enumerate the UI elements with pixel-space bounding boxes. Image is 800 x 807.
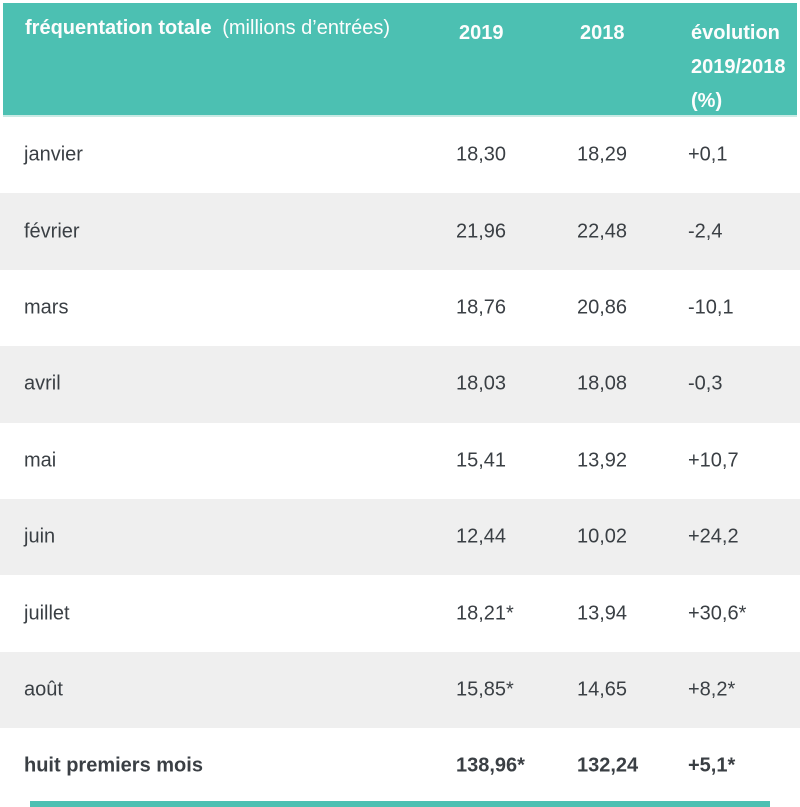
month-label: avril (24, 372, 61, 395)
month-label: juillet (24, 602, 70, 625)
month-label: février (24, 220, 80, 243)
value-evolution: +24,2 (688, 525, 739, 548)
table-row: mai 15,41 13,92 +10,7 (0, 422, 800, 499)
month-label: août (24, 678, 63, 701)
value-evolution: +0,1 (688, 143, 728, 166)
value-evolution: -10,1 (688, 296, 734, 319)
value-evolution: -0,3 (688, 372, 723, 395)
table-body: janvier 18,30 18,29 +0,1 février 21,96 2… (0, 117, 800, 805)
value-2019: 18,30 (456, 143, 507, 166)
table-row: mars 18,76 20,86 -10,1 (0, 269, 800, 347)
value-2019: 18,21* (456, 602, 514, 625)
table-title: fréquentation totale (millions d’entrées… (25, 16, 390, 40)
value-2019: 15,41 (456, 449, 507, 472)
value-2019: 18,76 (456, 296, 507, 319)
value-2018: 20,86 (577, 296, 628, 319)
value-2019: 12,44 (456, 525, 507, 548)
header-col-evolution-line1: évolution (691, 22, 780, 44)
value-2019: 138,96* (456, 754, 525, 777)
table-row: avril 18,03 18,08 -0,3 (0, 346, 800, 423)
value-2018: 13,92 (577, 449, 628, 472)
value-2019: 21,96 (456, 220, 507, 243)
value-evolution: +5,1* (688, 754, 736, 777)
table-row-total: huit premiers mois 138,96* 132,24 +5,1* (0, 728, 800, 805)
table-row: janvier 18,30 18,29 +0,1 (0, 117, 800, 194)
value-2018: 18,29 (577, 143, 628, 166)
month-label: mai (24, 449, 57, 472)
month-label: janvier (24, 143, 83, 166)
next-table-header-edge (30, 801, 770, 807)
value-2018: 10,02 (577, 525, 628, 548)
header-col-2019: 2019 (459, 22, 504, 44)
table-row: juillet 18,21* 13,94 +30,6* (0, 575, 800, 652)
table-header: fréquentation totale (millions d’entrées… (3, 3, 797, 117)
header-col-evolution-line3: (%) (691, 90, 723, 112)
value-2018: 132,24 (577, 754, 639, 777)
table-row: août 15,85* 14,65 +8,2* (0, 651, 800, 729)
header-col-evolution: évolution 2019/2018 (%) (691, 16, 786, 118)
table-row: juin 12,44 10,02 +24,2 (0, 498, 800, 576)
value-2019: 15,85* (456, 678, 514, 701)
value-2018: 18,08 (577, 372, 628, 395)
table-row: février 21,96 22,48 -2,4 (0, 193, 800, 270)
value-2018: 13,94 (577, 602, 628, 625)
value-2018: 22,48 (577, 220, 628, 243)
month-label: juin (24, 525, 56, 548)
month-label: mars (24, 296, 69, 319)
value-2019: 18,03 (456, 372, 507, 395)
total-label: huit premiers mois (24, 754, 203, 777)
value-evolution: +8,2* (688, 678, 736, 701)
header-col-evolution-line2: 2019/2018 (691, 56, 786, 78)
header-col-2018: 2018 (580, 22, 625, 44)
value-evolution: -2,4 (688, 220, 723, 243)
value-evolution: +10,7 (688, 449, 739, 472)
table-title-unit: (millions d’entrées) (222, 17, 391, 39)
table-title-text: fréquentation totale (25, 17, 212, 39)
value-evolution: +30,6* (688, 602, 747, 625)
value-2018: 14,65 (577, 678, 628, 701)
